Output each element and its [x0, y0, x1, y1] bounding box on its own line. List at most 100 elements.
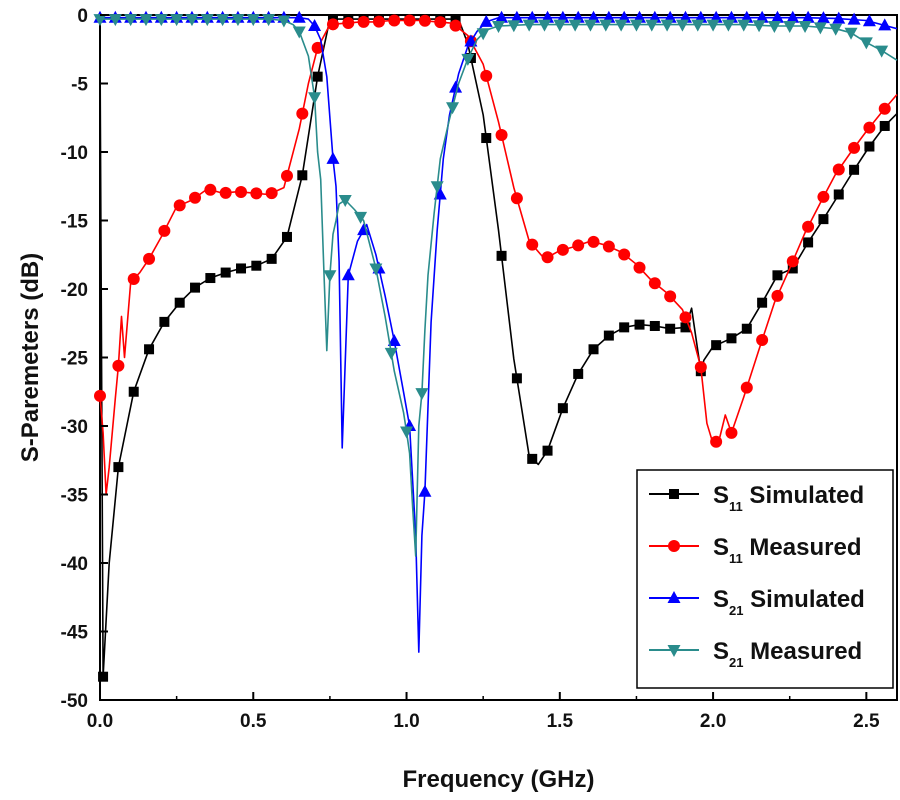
- data-point: [864, 141, 875, 152]
- data-point: [159, 316, 170, 327]
- data-point: [173, 199, 186, 212]
- data-point: [312, 71, 323, 82]
- series-layer: [93, 10, 898, 682]
- legend-item: S21 Measured: [649, 638, 862, 670]
- data-point: [323, 270, 337, 283]
- data-point: [496, 250, 507, 261]
- y-tick-label: -50: [61, 691, 88, 712]
- legend-item: S11 Simulated: [649, 482, 864, 514]
- data-point: [311, 41, 324, 54]
- data-point: [112, 359, 125, 372]
- data-point: [771, 289, 784, 302]
- data-point: [588, 344, 599, 355]
- data-point: [706, 19, 720, 32]
- data-point: [859, 37, 873, 50]
- data-point: [694, 361, 707, 374]
- data-point: [848, 141, 861, 154]
- legend-box: [636, 469, 894, 689]
- data-point: [798, 20, 812, 33]
- data-point: [418, 484, 432, 497]
- data-point: [878, 18, 892, 31]
- data-point: [772, 270, 783, 281]
- data-point: [280, 169, 293, 182]
- data-point: [357, 15, 370, 28]
- data-point: [400, 426, 414, 439]
- data-point: [235, 186, 248, 199]
- data-point: [430, 181, 444, 194]
- data-point: [648, 277, 661, 290]
- data-point: [833, 189, 844, 200]
- data-point: [556, 243, 569, 256]
- data-point: [679, 311, 692, 324]
- series-s11-simulated: [98, 14, 898, 682]
- data-point: [246, 14, 260, 27]
- data-point: [844, 27, 858, 40]
- data-point: [205, 273, 216, 284]
- data-point: [433, 187, 447, 200]
- data-point: [629, 19, 643, 32]
- data-point: [721, 19, 735, 32]
- data-point: [829, 23, 843, 36]
- data-point: [599, 19, 613, 32]
- data-point: [767, 20, 781, 33]
- data-point: [542, 445, 553, 456]
- data-point: [813, 22, 827, 35]
- x-tick-label: 1.0: [393, 711, 419, 732]
- legend-marker: [667, 645, 681, 657]
- data-point: [338, 194, 352, 207]
- data-point: [770, 10, 784, 23]
- x-tick-label: 0.0: [87, 711, 113, 732]
- data-point: [446, 102, 460, 115]
- data-point: [665, 323, 676, 334]
- data-point: [495, 10, 509, 23]
- data-point: [832, 163, 845, 176]
- series-line: [99, 18, 898, 678]
- data-point: [878, 102, 891, 115]
- data-point: [281, 231, 292, 242]
- y-tick-label: -5: [71, 75, 88, 96]
- data-point: [660, 19, 674, 32]
- data-point: [326, 151, 340, 164]
- data-point: [803, 237, 814, 248]
- data-point: [507, 20, 521, 33]
- data-point: [634, 319, 645, 330]
- data-point: [619, 322, 630, 333]
- data-point: [832, 11, 846, 24]
- data-point: [415, 388, 429, 401]
- legend-label: S11 Simulated: [713, 482, 864, 514]
- data-point: [614, 19, 628, 32]
- data-point: [341, 268, 355, 281]
- data-point: [741, 323, 752, 334]
- y-axis-label: S-Paremeters (dB): [17, 253, 44, 462]
- data-point: [108, 14, 122, 27]
- data-point: [879, 120, 890, 131]
- data-point: [479, 14, 493, 27]
- y-tick-label: 0: [77, 6, 88, 27]
- data-point: [292, 26, 306, 39]
- data-point: [434, 16, 447, 29]
- data-point: [277, 15, 291, 28]
- data-point: [251, 260, 262, 271]
- data-point: [568, 19, 582, 32]
- data-point: [649, 320, 660, 331]
- y-tick-label: -10: [61, 143, 88, 164]
- data-point: [537, 19, 551, 32]
- data-point: [527, 453, 538, 464]
- data-point: [587, 235, 600, 248]
- axes-layer: 0.0 0.5 1.0 1.5 2.0 2.5 0 -5 -10 -15 -20 -25 -30 -35 -…: [61, 6, 880, 732]
- data-point: [818, 214, 829, 225]
- data-point: [526, 238, 539, 251]
- data-point: [144, 344, 155, 355]
- data-point: [725, 426, 738, 439]
- legend-label: S21 Simulated: [713, 586, 865, 618]
- data-point: [461, 53, 475, 66]
- data-point: [710, 435, 723, 448]
- data-point: [113, 462, 124, 473]
- data-point: [297, 170, 308, 181]
- data-point: [369, 263, 383, 276]
- data-point: [449, 80, 463, 93]
- data-point: [204, 183, 217, 196]
- series-line: [99, 19, 898, 496]
- data-point: [308, 18, 322, 31]
- data-point: [139, 14, 153, 27]
